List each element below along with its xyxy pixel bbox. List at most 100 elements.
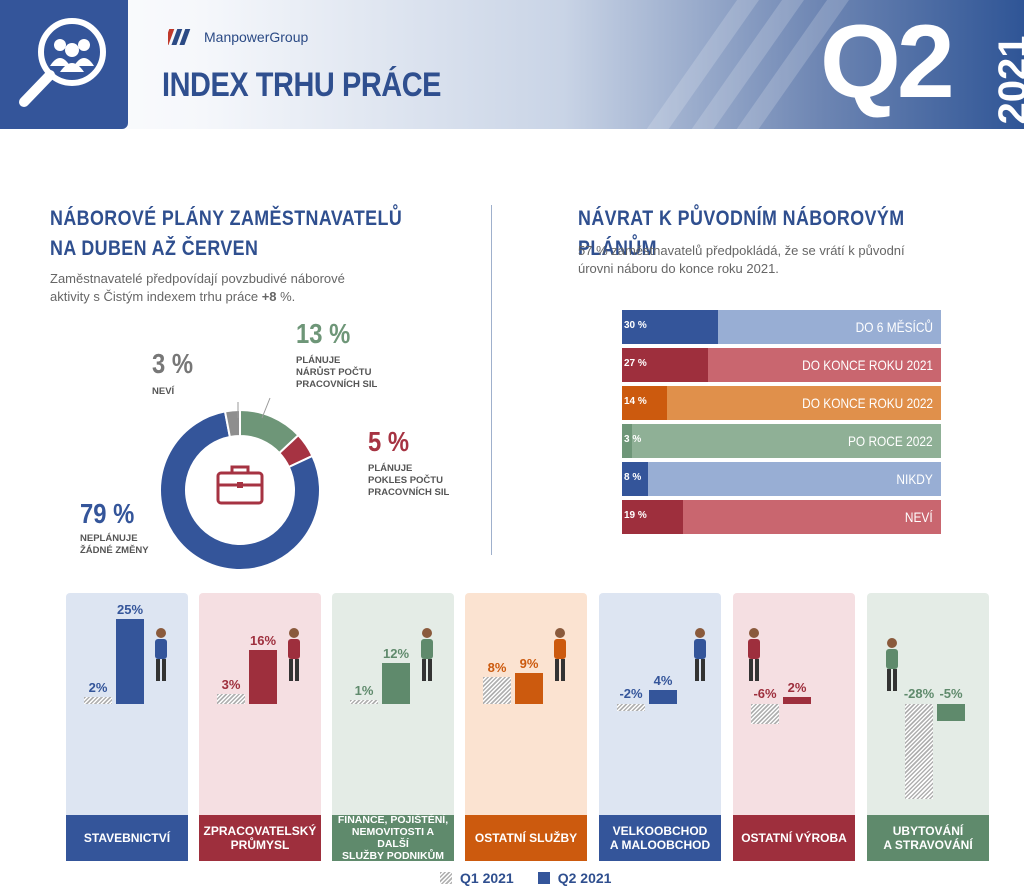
donut-leader-lines bbox=[237, 397, 271, 419]
person-icon bbox=[288, 628, 300, 681]
return-bar-fill bbox=[622, 348, 709, 382]
return-bar-fill bbox=[622, 386, 667, 420]
donut-slice-2 bbox=[159, 410, 321, 571]
return-bar-fill bbox=[622, 462, 648, 496]
bar-value-q2: -5% bbox=[939, 686, 963, 701]
increase-label-1: PLÁNUJE bbox=[296, 355, 341, 366]
increase-label-3: PRACOVNÍCH SIL bbox=[296, 379, 378, 390]
return-bar-value: 19 % bbox=[624, 510, 647, 521]
bar-value-q2: 2% bbox=[787, 680, 807, 696]
return-bar-fill bbox=[622, 424, 632, 458]
decrease-label-3: PRACOVNÍCH SIL bbox=[368, 487, 450, 498]
hiring-plans-title-2: NA DUBEN AŽ ČERVEN bbox=[50, 237, 259, 260]
page-title: INDEX TRHU PRÁCE bbox=[162, 66, 442, 104]
bar-q1 bbox=[617, 704, 645, 711]
bar-value-q2: 25% bbox=[116, 602, 144, 617]
bar-q2 bbox=[515, 673, 543, 704]
decrease-pct: 5 % bbox=[368, 426, 410, 457]
sector-label: UBYTOVÁNÍ A STRAVOVÁNÍ bbox=[867, 815, 989, 861]
return-bar-rest bbox=[682, 500, 941, 534]
sector-label: FINANCE, POJIŠTĚNÍ, NEMOVITOSTI A DALŠÍ SL… bbox=[332, 814, 454, 862]
sector-panel: 2% 25% STAVEBNICTVÍ bbox=[66, 593, 188, 861]
brand: ManpowerGroup bbox=[168, 27, 308, 47]
sector-label: STAVEBNICTVÍ bbox=[66, 815, 188, 861]
bar-q2 bbox=[783, 697, 811, 704]
year-label: 2021 bbox=[991, 35, 1024, 125]
donut-slice-3 bbox=[223, 408, 241, 439]
return-bar-value: 8 % bbox=[624, 472, 642, 483]
sector-label-text: FINANCE, POJIŠTĚNÍ, NEMOVITOSTI A DALŠÍ SL… bbox=[337, 814, 449, 862]
legend-item-q2: Q2 2021 bbox=[537, 870, 612, 886]
return-bar-label: DO KONCE ROKU 2022 bbox=[802, 395, 933, 411]
return-bar-row: 14 % DO KONCE ROKU 2022 bbox=[622, 386, 941, 420]
desc-text: aktivity s Čistým indexem trhu práce bbox=[50, 289, 262, 304]
sector-panel: -6% 2% OSTATNÍ VÝROBA bbox=[733, 593, 855, 861]
briefcase-circle bbox=[201, 449, 279, 527]
hiring-plans-desc-2: aktivity s Čistým indexem trhu práce +8 … bbox=[50, 288, 295, 306]
bar-value-q2: 12% bbox=[382, 646, 410, 662]
bar-value-q1: 2% bbox=[88, 680, 108, 696]
briefcase-icon bbox=[216, 465, 264, 505]
person-icon bbox=[748, 628, 760, 681]
brand-name: ManpowerGroup bbox=[204, 29, 309, 45]
nochange-label-2: ŽÁDNÉ ZMĚNY bbox=[80, 545, 149, 556]
bar-q1 bbox=[751, 704, 779, 725]
person-icon bbox=[886, 638, 898, 691]
sector-panel: -28% -5% UBYTOVÁNÍ A STRAVOVÁNÍ bbox=[867, 593, 989, 861]
return-bar-rest bbox=[631, 424, 941, 458]
legend-label-q1: Q1 2021 bbox=[460, 870, 514, 886]
legend-swatch-q1 bbox=[440, 872, 452, 884]
return-bar-label: DO KONCE ROKU 2021 bbox=[802, 357, 933, 373]
bar-q2 bbox=[382, 663, 410, 704]
return-bar-label: DO 6 MĚSÍCŮ bbox=[855, 319, 933, 335]
sector-panel: 3% 16% ZPRACOVATELSKÝ PRŮMYSL bbox=[199, 593, 321, 861]
search-people-icon-box bbox=[0, 0, 128, 129]
return-bar-row: 8 % NIKDY bbox=[622, 462, 941, 496]
desc-text-end: %. bbox=[276, 289, 296, 304]
bar-value-q2: 16% bbox=[249, 632, 277, 648]
return-bar-rest bbox=[666, 386, 941, 420]
sector-label-text: STAVEBNICTVÍ bbox=[83, 831, 171, 845]
dontknow-pct: 3 % bbox=[152, 348, 194, 379]
sector-panel: 1% 12% FINANCE, POJIŠTĚNÍ, NEMOVITOSTI A DA… bbox=[332, 593, 454, 862]
return-desc-1: 57 % zaměstnavatelů předpokládá, že se v… bbox=[578, 243, 905, 258]
sector-label: OSTATNÍ SLUŽBY bbox=[465, 815, 587, 861]
bar-value-q1: 8% bbox=[487, 659, 507, 675]
bar-q2 bbox=[249, 649, 277, 704]
sector-panel: 8% 9% OSTATNÍ SLUŽBY bbox=[465, 593, 587, 861]
bar-value-q1: -6% bbox=[753, 686, 777, 701]
bar-value-q2: 9% bbox=[519, 656, 539, 672]
return-title: NÁVRAT K PŮVODNÍM NÁBOROVÝM PLÁNŮM bbox=[578, 207, 905, 260]
sector-label-text: OSTATNÍ SLUŽBY bbox=[474, 831, 578, 845]
bar-q1 bbox=[217, 693, 245, 704]
nochange-label-1: NEPLÁNUJE bbox=[80, 533, 138, 544]
sector-panel: -2% 4% VELKOOBCHOD A MALOOBCHOD bbox=[599, 593, 721, 861]
legend: Q1 2021 Q2 2021 bbox=[440, 870, 611, 886]
return-bar-rest bbox=[718, 310, 941, 344]
person-icon bbox=[694, 628, 706, 681]
sector-label-text: ZPRACOVATELSKÝ PRŮMYSL bbox=[203, 824, 317, 852]
return-bar-value: 27 % bbox=[624, 358, 647, 369]
hiring-plans-desc-1: Zaměstnavatelé předpovídají povzbudivé n… bbox=[50, 271, 345, 286]
legend-item-q1: Q1 2021 bbox=[440, 870, 514, 886]
sector-label: VELKOOBCHOD A MALOOBCHOD bbox=[599, 815, 721, 861]
section-divider bbox=[491, 205, 492, 555]
return-bar-rest bbox=[708, 348, 941, 382]
legend-label-q2: Q2 2021 bbox=[557, 870, 612, 886]
hiring-donut-chart bbox=[159, 408, 321, 571]
return-bar-label: PO ROCE 2022 bbox=[848, 433, 933, 449]
return-bar-fill bbox=[622, 310, 718, 344]
return-bar-value: 14 % bbox=[624, 396, 647, 407]
nochange-pct: 79 % bbox=[80, 498, 135, 529]
sector-label: ZPRACOVATELSKÝ PRŮMYSL bbox=[199, 815, 321, 861]
bar-value-q1: -28% bbox=[903, 686, 935, 701]
return-bar-label: NEVÍ bbox=[905, 509, 933, 525]
bar-q1 bbox=[350, 700, 378, 704]
person-icon bbox=[421, 628, 433, 681]
bar-value-q1: 1% bbox=[354, 683, 374, 698]
return-bar-fill bbox=[622, 500, 683, 534]
quarter-label: Q2 bbox=[820, 4, 955, 120]
return-bar-row: 30 % DO 6 MĚSÍCŮ bbox=[622, 310, 941, 344]
return-bar-row: 19 % NEVÍ bbox=[622, 500, 941, 534]
bar-q1 bbox=[483, 676, 511, 704]
